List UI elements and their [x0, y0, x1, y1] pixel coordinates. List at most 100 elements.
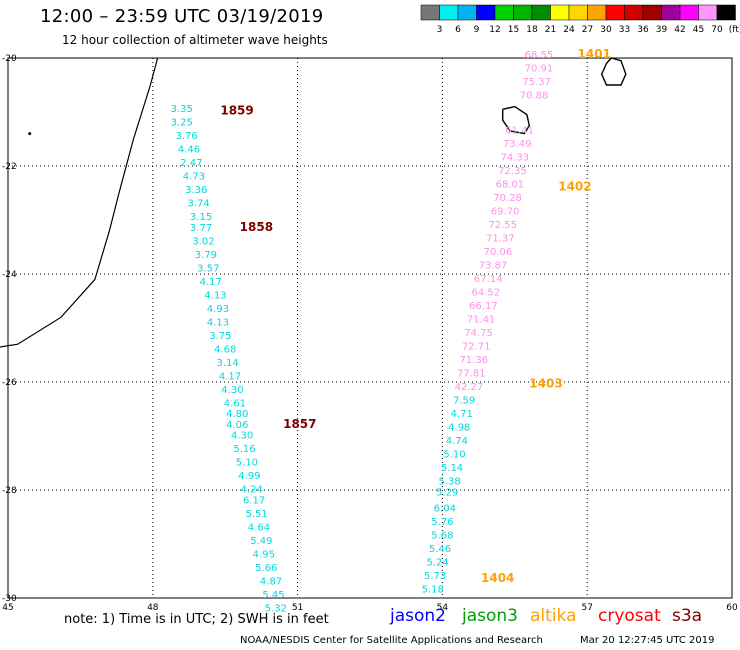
- wave-height-value: 6.04: [434, 504, 456, 515]
- wave-height-value: 5.46: [429, 544, 451, 555]
- wave-height-value: 4.64: [248, 523, 270, 534]
- lon-tick-label: 45: [2, 603, 13, 613]
- wave-height-value: 73.87: [479, 261, 508, 272]
- wave-height-value: 42.27: [455, 382, 484, 393]
- wave-height-value: 64.52: [472, 288, 501, 299]
- legend-label: 9: [474, 25, 480, 35]
- pass-time-label: 1404: [481, 571, 514, 585]
- wave-height-value: 5.14: [441, 463, 463, 474]
- pass-time-label: 1858: [240, 220, 273, 234]
- wave-height-value: 3.76: [175, 131, 197, 142]
- wave-height-value: 4.98: [448, 423, 470, 434]
- wave-height-value: 3.77: [190, 223, 212, 234]
- wave-height-value: 72.71: [462, 342, 491, 353]
- wave-height-value: 68.55: [525, 50, 554, 61]
- wave-height-value: 71.41: [467, 315, 496, 326]
- wave-height-value: 5.10: [236, 458, 258, 469]
- wave-height-value: 3.57: [197, 263, 219, 274]
- legend-label: 36: [637, 25, 649, 35]
- wave-height-value: 3.14: [216, 358, 238, 369]
- legend-label: 27: [582, 25, 593, 35]
- wave-height-value: 4.30: [231, 431, 253, 442]
- lat-tick-label: -22: [2, 162, 17, 172]
- wave-height-value: 4.30: [221, 385, 243, 396]
- lat-tick-label: -26: [2, 378, 17, 388]
- wave-height-value: 4.17: [200, 277, 222, 288]
- wave-height-value: 4.06: [226, 420, 248, 431]
- legend-label: 6: [455, 25, 461, 35]
- wave-height-value: 68.01: [496, 180, 525, 191]
- lat-tick-label: -30: [2, 594, 17, 604]
- legend-label: 42: [674, 25, 685, 35]
- wave-height-value: 6.17: [243, 496, 265, 507]
- wave-height-value: 61.41: [505, 126, 534, 137]
- wave-height-value: 4.13: [204, 290, 226, 301]
- wave-height-value: 5.38: [439, 477, 461, 488]
- wave-height-value: 4.95: [253, 550, 275, 561]
- lon-tick-label: 48: [147, 603, 159, 613]
- lon-tick-label: 51: [292, 603, 303, 613]
- wave-height-value: 71.37: [486, 234, 515, 245]
- wave-height-value: 7.59: [453, 396, 475, 407]
- pass-time-label: 1401: [578, 47, 611, 61]
- legend-label: 45: [693, 25, 704, 35]
- lon-tick-label: 57: [581, 603, 592, 613]
- footer-timestamp: Mar 20 12:27:45 UTC 2019: [580, 635, 715, 646]
- lat-tick-label: -24: [2, 270, 17, 280]
- legend-label: (ft): [729, 25, 740, 35]
- islet-marker: [28, 132, 32, 136]
- legend-label: 12: [489, 25, 500, 35]
- wave-height-value: 5.32: [265, 604, 287, 615]
- wave-height-value: 72.55: [488, 220, 517, 231]
- pass-time-label: 1403: [529, 376, 562, 390]
- legend-label: 3: [437, 25, 443, 35]
- wave-height-value: 75.37: [522, 77, 551, 88]
- wave-height-value: 4.24: [241, 485, 263, 496]
- wave-height-value: 4.17: [219, 371, 241, 382]
- wave-height-value: 4.71: [451, 409, 473, 420]
- wave-height-value: 4.80: [226, 409, 248, 420]
- legend-label: 15: [508, 25, 519, 35]
- wave-height-value: 4.74: [446, 436, 468, 447]
- wave-height-value: 70.06: [484, 247, 513, 258]
- legend-label: 33: [619, 25, 630, 35]
- wave-height-value: 3.15: [190, 212, 212, 223]
- wave-height-value: 5.10: [443, 450, 465, 461]
- wave-height-value: 5.51: [245, 509, 267, 520]
- wave-height-value: 74.33: [500, 153, 529, 164]
- wave-height-value: 5.18: [422, 585, 444, 596]
- wave-height-value: 4.61: [224, 398, 246, 409]
- satellite-jason2: jason2: [390, 606, 446, 626]
- wave-height-value: 70.91: [525, 64, 554, 75]
- lon-tick-label: 60: [726, 603, 738, 613]
- wave-height-value: 3.79: [195, 250, 217, 261]
- pass-time-label: 1402: [558, 179, 591, 193]
- wave-height-value: 5.16: [233, 444, 255, 455]
- wave-height-value: 74.75: [464, 328, 493, 339]
- legend-label: 70: [711, 25, 723, 35]
- map-title: 12:00 – 23:59 UTC 03/19/2019: [40, 6, 324, 27]
- mauritius-coastline: [600, 57, 627, 86]
- wave-height-value: 77.81: [457, 369, 486, 380]
- satellite-jason3: jason3: [462, 606, 518, 626]
- wave-height-value: 3.25: [171, 118, 193, 129]
- wave-height-value: 4.46: [178, 145, 200, 156]
- footer-credit: NOAA/NESDIS Center for Satellite Applica…: [240, 635, 543, 646]
- satellite-s3a: s3a: [672, 606, 703, 626]
- legend-swatch: [716, 4, 736, 21]
- legend-label: 24: [563, 25, 575, 35]
- lon-tick-label: 54: [437, 603, 449, 613]
- legend-label: 18: [526, 25, 538, 35]
- wave-height-value: 4.73: [183, 172, 205, 183]
- wave-height-value: 4.87: [260, 577, 282, 588]
- lat-tick-label: -28: [2, 486, 17, 496]
- map-note: note: 1) Time is in UTC; 2) SWH is in fe…: [64, 612, 329, 627]
- map-frame: [7, 57, 733, 599]
- wave-height-value: 3.36: [185, 185, 207, 196]
- wave-height-value: 4.68: [214, 344, 236, 355]
- satellite-cryosat: cryosat: [598, 606, 661, 626]
- wave-height-value: 5.45: [262, 590, 284, 601]
- wave-height-value: 5.24: [426, 558, 448, 569]
